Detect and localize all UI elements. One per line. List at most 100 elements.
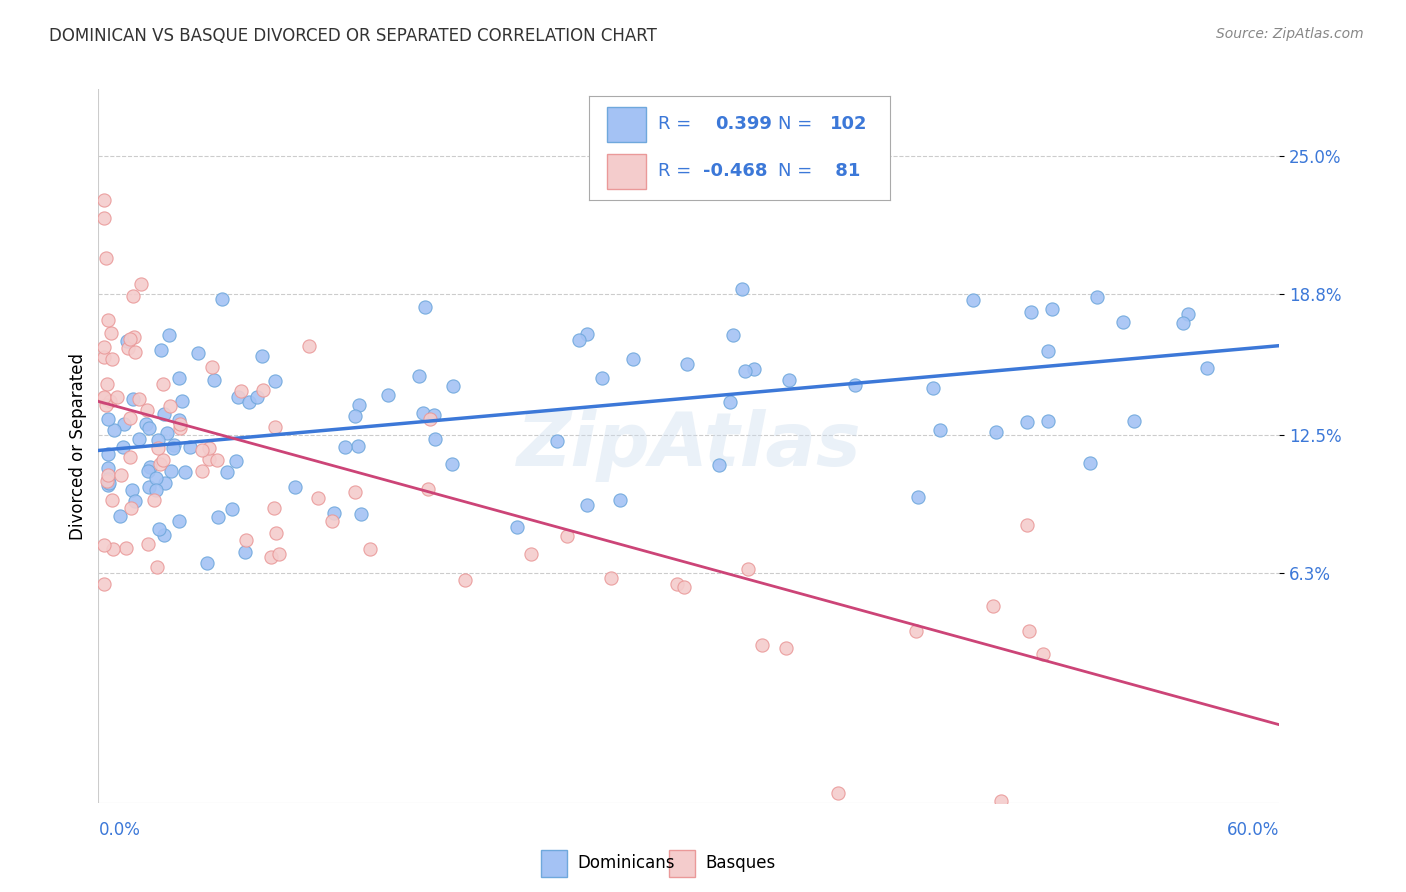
Point xyxy=(93,391,115,405)
Point xyxy=(97,472,120,486)
Point xyxy=(191,464,214,478)
Point xyxy=(97,478,120,492)
Point xyxy=(211,292,233,306)
Point xyxy=(115,334,138,348)
Point xyxy=(555,528,578,542)
Point xyxy=(235,533,257,548)
Point xyxy=(160,464,183,478)
Point xyxy=(112,417,135,431)
Point xyxy=(418,482,440,496)
Point xyxy=(844,378,866,392)
Point xyxy=(419,412,441,426)
Point xyxy=(1036,343,1059,358)
Point xyxy=(163,438,186,452)
Point xyxy=(152,408,174,422)
Point xyxy=(1040,302,1063,317)
Point xyxy=(226,390,249,404)
Point xyxy=(621,352,644,367)
Y-axis label: Divorced or Separated: Divorced or Separated xyxy=(69,352,87,540)
Point xyxy=(233,545,256,559)
Point xyxy=(124,494,146,508)
Point xyxy=(120,501,142,516)
Point xyxy=(110,468,132,483)
Point xyxy=(666,577,689,591)
Point xyxy=(97,461,120,475)
Point xyxy=(97,447,120,461)
Point xyxy=(408,368,430,383)
Point xyxy=(101,492,124,507)
Point xyxy=(143,493,166,508)
Point xyxy=(1018,624,1040,638)
Point xyxy=(546,434,568,449)
Point xyxy=(156,426,179,441)
Point xyxy=(335,440,357,454)
Point xyxy=(922,381,945,395)
Point xyxy=(138,421,160,435)
Point xyxy=(506,520,529,534)
Point xyxy=(986,425,1008,440)
Point xyxy=(152,453,174,467)
Point xyxy=(377,388,399,402)
Point xyxy=(1177,307,1199,321)
Point xyxy=(252,349,274,363)
Point xyxy=(93,577,115,591)
Point xyxy=(238,395,260,409)
Point xyxy=(1015,517,1038,532)
Point xyxy=(202,373,225,387)
Point xyxy=(775,641,797,656)
Point xyxy=(929,423,952,437)
Point xyxy=(187,346,209,360)
Point xyxy=(252,383,274,397)
Point xyxy=(454,573,477,587)
Point xyxy=(117,342,139,356)
Point xyxy=(122,330,145,344)
Point xyxy=(152,528,174,542)
Point xyxy=(207,510,229,524)
Point xyxy=(167,413,190,427)
Point xyxy=(191,442,214,457)
Point xyxy=(1122,414,1144,428)
Point xyxy=(609,492,631,507)
Point xyxy=(905,624,928,639)
Point xyxy=(425,432,447,446)
Point xyxy=(962,293,984,307)
Point xyxy=(600,571,623,585)
Point xyxy=(298,339,321,353)
Point xyxy=(440,457,463,471)
Point xyxy=(350,507,373,521)
Point xyxy=(93,390,115,404)
Point xyxy=(101,352,124,367)
Point xyxy=(990,794,1012,808)
Point xyxy=(115,541,138,555)
Point xyxy=(205,453,228,467)
Point xyxy=(217,465,239,479)
Point xyxy=(981,599,1004,614)
Point xyxy=(107,390,129,404)
Point xyxy=(778,373,800,387)
Point xyxy=(97,411,120,425)
Point xyxy=(112,440,135,454)
Point xyxy=(94,251,117,265)
Point xyxy=(159,399,181,413)
Point xyxy=(136,464,159,478)
Point xyxy=(591,371,613,385)
Point xyxy=(827,786,849,800)
Point xyxy=(225,454,247,468)
Point xyxy=(93,538,115,552)
Point xyxy=(97,312,120,326)
Point xyxy=(118,332,141,346)
Point xyxy=(93,211,115,225)
Point xyxy=(751,639,773,653)
Text: DOMINICAN VS BASQUE DIVORCED OR SEPARATED CORRELATION CHART: DOMINICAN VS BASQUE DIVORCED OR SEPARATE… xyxy=(49,27,657,45)
Point xyxy=(145,471,167,485)
Point xyxy=(173,465,195,479)
Point xyxy=(201,359,224,374)
Point xyxy=(153,476,176,491)
Point xyxy=(135,402,157,417)
Point xyxy=(322,506,344,520)
Point xyxy=(195,556,218,570)
Point xyxy=(146,442,169,456)
Point xyxy=(246,390,269,404)
Point xyxy=(96,377,118,392)
Point xyxy=(347,439,370,453)
